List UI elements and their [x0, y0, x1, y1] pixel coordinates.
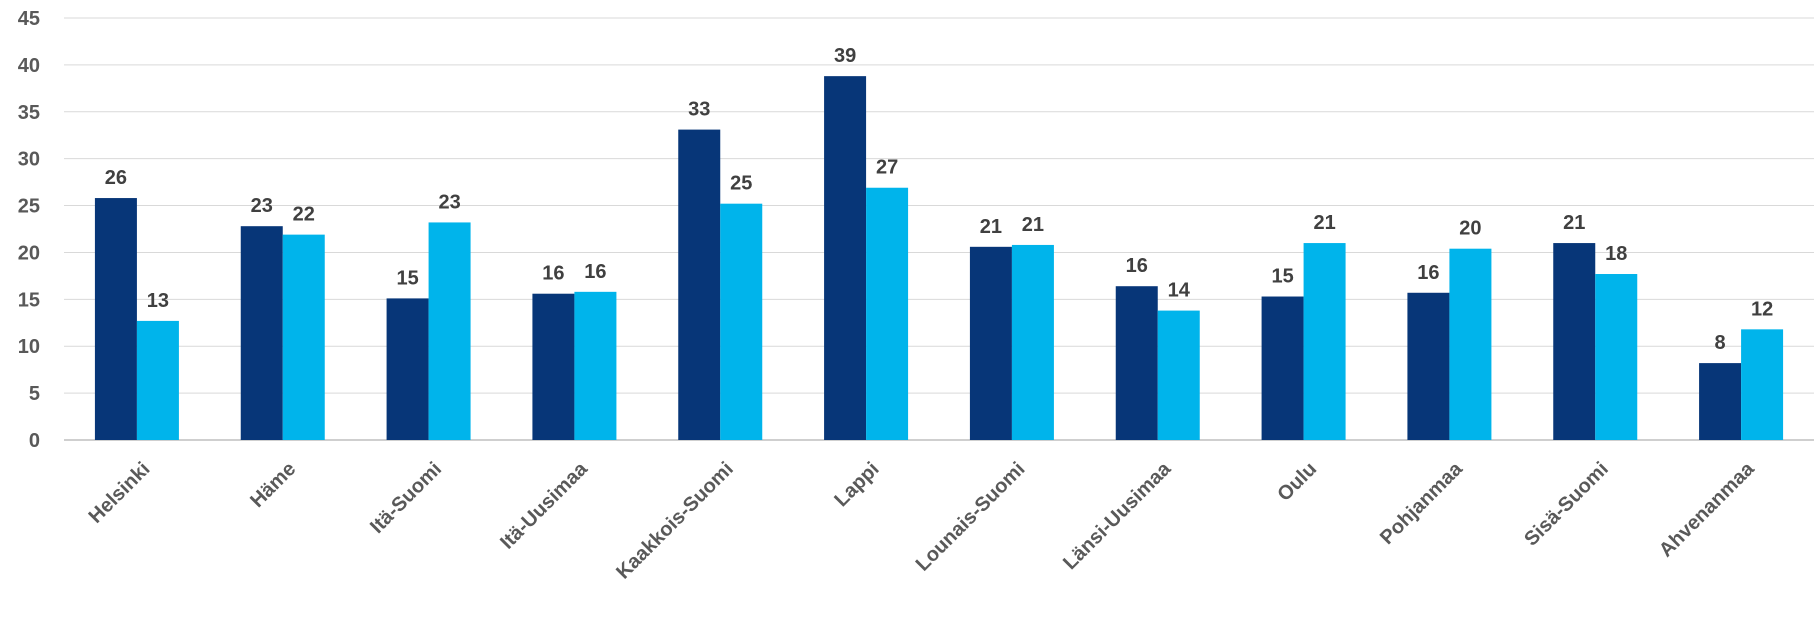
y-tick-label: 15	[18, 289, 40, 311]
bar-series-1	[678, 129, 721, 440]
bar-series-1	[94, 198, 137, 440]
data-label-series-1: 39	[834, 45, 856, 67]
x-category-label: Helsinki	[85, 458, 155, 528]
data-label-series-1: 26	[105, 167, 127, 189]
data-label-series-1: 23	[251, 195, 273, 217]
data-label-series-2: 12	[1751, 298, 1773, 320]
x-axis-categories: Helsinki Häme Itä-Suomi Itä-Uusimaa Kaakkois…	[85, 457, 1760, 583]
data-label-series-2: 22	[293, 204, 315, 226]
y-tick-label: 5	[29, 383, 40, 405]
y-axis-ticks: 0 5 10 15 20 25 30 35 40 45	[18, 8, 40, 452]
data-label-series-2: 25	[730, 173, 752, 195]
y-tick-label: 20	[18, 242, 40, 264]
x-category-label: Itä-Uusimaa	[496, 457, 592, 553]
bar-series-2	[1449, 248, 1492, 440]
data-label-series-1: 15	[396, 267, 418, 289]
x-category-label: Länsi-Uusimaa	[1059, 457, 1176, 574]
bar-series-2	[1303, 243, 1346, 440]
bar-series-2	[1741, 329, 1784, 440]
data-label-series-2: 23	[438, 191, 460, 213]
bar-series-1	[1699, 363, 1742, 440]
data-label-series-2: 16	[584, 261, 606, 283]
bar-series-2	[428, 222, 471, 440]
y-tick-label: 40	[18, 55, 40, 77]
data-label-series-1: 21	[1563, 212, 1585, 234]
bar-series-2	[866, 187, 909, 440]
bar-series-2	[574, 291, 617, 440]
bar-series-2	[720, 203, 763, 440]
y-tick-label: 35	[18, 102, 40, 124]
data-labels: 26 13 23 22 15 23 16 16 33 25 39 27 21 21 16 14 15 21 16 20…	[105, 45, 1773, 354]
data-label-series-2: 18	[1605, 243, 1627, 265]
x-category-label: Itä-Suomi	[366, 458, 446, 538]
x-category-label: Häme	[246, 458, 300, 512]
data-label-series-1: 8	[1715, 332, 1726, 354]
data-label-series-1: 16	[1417, 262, 1439, 284]
x-category-label: Ahvenanmaa	[1655, 457, 1759, 561]
bar-series-2	[1011, 244, 1054, 440]
bar-series-1	[824, 76, 867, 441]
y-tick-label: 10	[18, 336, 40, 358]
bars	[94, 76, 1784, 441]
gridlines	[64, 17, 1814, 441]
data-label-series-2: 21	[1313, 212, 1335, 234]
y-tick-label: 45	[18, 8, 40, 30]
y-tick-label: 30	[18, 149, 40, 171]
data-label-series-1: 33	[688, 99, 710, 121]
bar-series-1	[1407, 292, 1450, 440]
x-category-label: Sisä-Suomi	[1520, 458, 1613, 551]
bar-series-2	[282, 234, 325, 440]
x-category-label: Lappi	[830, 458, 883, 511]
data-label-series-2: 14	[1168, 280, 1191, 302]
bar-series-1	[240, 226, 283, 440]
bar-series-1	[1553, 243, 1596, 440]
bar-series-2	[1157, 310, 1200, 440]
x-category-label: Pohjanmaa	[1376, 457, 1468, 549]
y-tick-label: 25	[18, 196, 40, 218]
data-label-series-1: 16	[1126, 255, 1148, 277]
data-label-series-2: 20	[1459, 218, 1481, 240]
y-tick-label: 0	[29, 430, 40, 452]
bar-series-2	[136, 320, 179, 440]
bar-series-1	[1115, 286, 1158, 440]
bar-series-1	[969, 246, 1012, 440]
bar-series-2	[1595, 274, 1638, 440]
data-label-series-1: 16	[542, 263, 564, 285]
x-category-label: Lounais-Suomi	[912, 458, 1030, 576]
data-label-series-1: 21	[980, 216, 1002, 238]
x-category-label: Kaakkois-Suomi	[612, 458, 738, 584]
data-label-series-2: 21	[1022, 214, 1044, 236]
bar-series-1	[1261, 296, 1304, 440]
data-label-series-1: 15	[1271, 266, 1293, 288]
bar-series-1	[386, 298, 429, 440]
bar-series-1	[532, 293, 575, 440]
data-label-series-2: 27	[876, 157, 898, 179]
data-label-series-2: 13	[147, 290, 169, 312]
x-category-label: Oulu	[1273, 458, 1321, 506]
